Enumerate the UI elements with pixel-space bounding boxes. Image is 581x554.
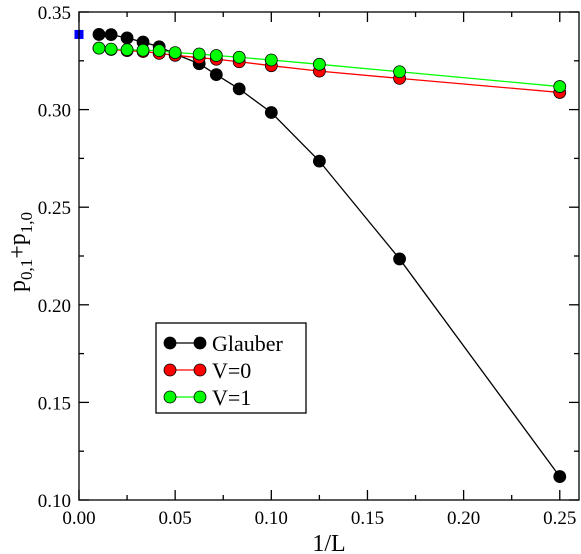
legend-label: Glauber <box>212 331 284 356</box>
y-label-sub-1: 0,1 <box>17 259 36 280</box>
series-1 <box>92 28 567 483</box>
data-point <box>232 50 246 64</box>
x-tick-label: 0.20 <box>447 508 480 529</box>
series-layer <box>92 28 567 483</box>
y-label-sub-2: 1,0 <box>17 212 36 233</box>
ticks-layer: 0.00 0.05 0.10 0.15 0.20 0.25 0.10 0.15 0.20 0.25… <box>38 3 579 529</box>
y-tick-label: 0.15 <box>38 393 71 414</box>
data-point <box>92 41 106 55</box>
series-line-2 <box>98 47 560 94</box>
y-tick-label: 0.10 <box>38 491 71 512</box>
legend-marker <box>163 363 177 377</box>
x-axis-label: 1/L <box>312 531 345 554</box>
plot-frame <box>78 11 580 501</box>
data-point <box>393 252 406 266</box>
y-tick-label: 0.25 <box>38 198 71 219</box>
x-tick-label: 0.10 <box>255 508 288 529</box>
y-tick-label: 0.20 <box>38 296 71 317</box>
legend-marker <box>193 363 207 377</box>
x-tick-label: 0.15 <box>351 508 384 529</box>
data-point <box>209 68 223 82</box>
data-point <box>104 28 118 42</box>
legend-marker <box>193 390 207 404</box>
x-tick-label: 0.25 <box>543 508 576 529</box>
data-point <box>209 49 223 62</box>
data-point <box>553 80 567 93</box>
data-point <box>104 42 118 56</box>
legend-label: V=1 <box>212 385 251 410</box>
legend-entry: V=0 <box>163 358 251 383</box>
x-tick-label: 0.05 <box>159 508 192 529</box>
legend-marker <box>163 336 177 350</box>
svg-text:p0,1+p1,0: p0,1+p1,0 <box>5 212 36 292</box>
y-axis-label: p0,1+p1,0 <box>5 212 36 292</box>
x-tick-label: 0.00 <box>62 508 95 529</box>
legend-entry: Glauber <box>163 331 284 356</box>
legend-label: V=0 <box>212 358 251 383</box>
data-point <box>168 46 182 60</box>
data-point <box>92 28 106 41</box>
legend-marker <box>163 390 177 404</box>
y-label-base-1: p <box>5 280 31 292</box>
data-point <box>232 82 246 96</box>
data-point <box>312 57 326 71</box>
y-tick-label: 0.30 <box>38 101 71 122</box>
legend-marker <box>193 336 207 350</box>
data-point <box>264 53 278 67</box>
legend-entry: V=1 <box>163 385 251 410</box>
data-point <box>136 43 150 57</box>
series-3 <box>92 41 567 93</box>
data-point <box>553 470 567 483</box>
data-point <box>264 106 278 119</box>
data-point <box>120 43 134 57</box>
legend-box <box>155 322 307 414</box>
data-point <box>312 154 326 168</box>
data-point <box>393 65 406 79</box>
data-point <box>120 31 134 45</box>
y-tick-label: 0.35 <box>38 3 71 24</box>
y-label-base-2: +p <box>5 233 31 259</box>
data-point <box>152 44 166 58</box>
data-point <box>192 47 206 61</box>
